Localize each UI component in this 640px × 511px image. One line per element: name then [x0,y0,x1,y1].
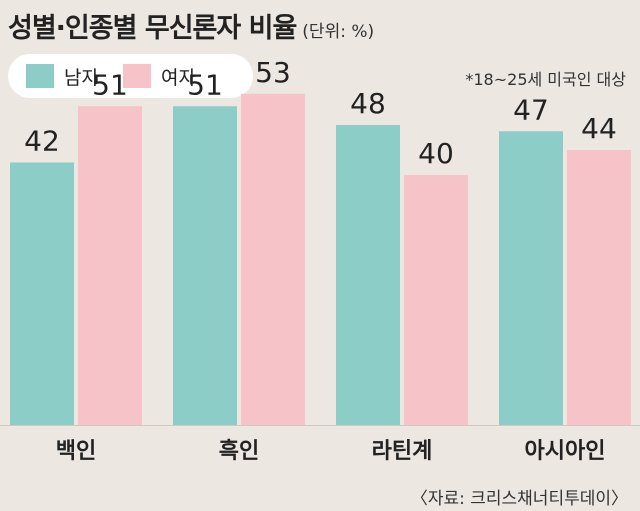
unit-label: (단위: %) [302,22,375,42]
data-label-male-3: 48 [350,87,386,120]
legend-swatch-male [26,64,54,88]
source-text: 〈자료: 크리스채너티투데이〉 [410,489,628,509]
data-label-female-4: 44 [581,112,617,145]
data-label-female-1: 51 [92,68,128,101]
chart-title: 성별·인종별 무신론자 비율 (단위: %) [8,6,374,45]
bar-female-1 [78,106,142,425]
bar-male-2 [173,106,237,425]
data-label-female-3: 40 [418,137,454,170]
data-label-male-1: 42 [24,125,60,158]
data-label-male-4: 47 [513,93,549,126]
legend-item-female: 여자 [122,63,196,90]
bar-male-4 [499,131,563,425]
legend-item-male: 남자 [26,63,99,90]
bar-female-3 [404,175,468,425]
legend-label-male: 남자 [64,66,99,89]
chart-title-text: 성별·인종별 무신론자 비율 [8,13,297,44]
category-label-1: 백인 [56,439,96,464]
bar-male-3 [336,125,400,425]
bar-male-1 [10,162,74,425]
category-label-3: 라틴계 [372,439,433,464]
bar-female-4 [567,150,631,425]
category-label-4: 아시아인 [525,439,606,464]
data-label-male-2: 51 [187,68,223,101]
category-label-2: 흑인 [219,439,259,464]
bar-female-2 [241,93,305,425]
note-text: *18~25세 미국인 대상 [465,70,626,89]
data-label-female-2: 53 [255,56,291,89]
legend: 남자 여자 [8,54,253,98]
legend-label-female: 여자 [160,66,196,89]
legend-swatch-female [122,64,151,88]
